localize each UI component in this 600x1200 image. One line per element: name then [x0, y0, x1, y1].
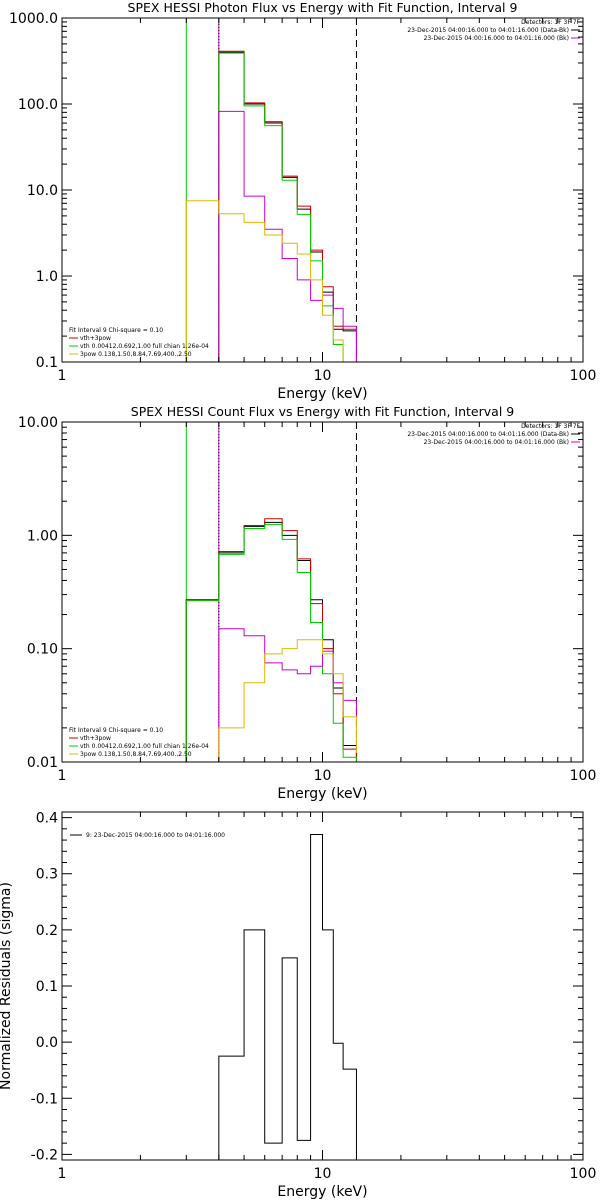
series-5-line	[218, 639, 357, 762]
y-tick-label: 0.0	[36, 1035, 58, 1051]
series-1-line	[218, 51, 357, 362]
series-2-line	[185, 518, 357, 762]
x-tick-label: 100	[570, 768, 597, 784]
y-tick-label: 0.1	[36, 979, 58, 995]
chart-title: SPEX HESSI Photon Flux vs Energy with Fi…	[128, 0, 518, 15]
x-tick-label: 100	[570, 368, 597, 384]
legend-entry: 9: 23-Dec-2015 04:00:16.000 to 04:01:16.…	[86, 832, 225, 839]
series-group	[185, 50, 357, 362]
legend-bottom-entry: vth+3pow	[80, 735, 111, 742]
legend-bottom-entry: Fit Interval 9 Chi-square = 0.10	[69, 727, 163, 734]
y-tick-label: 0.10	[27, 642, 58, 658]
y-tick-label: 1.0	[36, 269, 58, 285]
x-tick-label: 1	[58, 1166, 67, 1182]
x-axis-label: Energy (keV)	[277, 386, 367, 402]
x-tick-label: 1	[58, 768, 67, 784]
legend-top-entry: 23-Dec-2015 04:00:16.000 to 04:01:16.000…	[424, 35, 569, 42]
x-axis-label: Energy (keV)	[277, 1184, 367, 1200]
series-4-line	[218, 110, 357, 362]
x-tick-label: 1	[58, 368, 67, 384]
y-tick-label: 0.1	[36, 355, 58, 371]
y-tick-label: 0.3	[36, 867, 58, 883]
y-tick-label: 1.00	[27, 528, 58, 544]
legend-bottom-entry: Fit Interval 9 Chi-square = 0.10	[69, 327, 163, 334]
panel-2: SPEX HESSI Count Flux vs Energy with Fit…	[18, 404, 596, 802]
y-tick-label: -0.2	[31, 1147, 58, 1163]
legend-bottom-entry: 3pow 0.138,1.50,8.84,7.69,400.,2.50	[80, 751, 192, 758]
series-group	[185, 518, 357, 762]
y-tick-label: 0.01	[27, 755, 58, 771]
y-tick-label: 10.0	[27, 183, 58, 199]
y-tick-label: 1000.0	[9, 11, 58, 27]
y-tick-label: 10.00	[18, 415, 58, 431]
legend-top-entry: Detectors: 1F 3F 7F	[521, 423, 580, 430]
legend-top-entry: 23-Dec-2015 04:00:16.000 to 04:01:16.000…	[407, 431, 569, 438]
y-tick-label: 0.2	[36, 923, 58, 939]
legend-bottom-entry: vth 0.00412,0.692,1.00 full chian 1.26e-…	[80, 743, 209, 750]
y-axis-label: Normalized Residuals (sigma)	[0, 882, 14, 1090]
series-3-line	[185, 523, 357, 762]
legend-top-entry: Detectors: 1F 3F 7F	[521, 19, 580, 26]
legend-bottom-entry: 3pow 0.138,1.50,8.84,7.69,400.,2.50	[80, 351, 192, 358]
x-tick-label: 100	[570, 1166, 597, 1182]
legend-bottom-entry: vth+3pow	[80, 335, 111, 342]
series-1-line	[185, 521, 357, 762]
x-axis-label: Energy (keV)	[277, 786, 367, 802]
y-tick-label: 100.0	[18, 97, 58, 113]
x-tick-label: 10	[314, 368, 332, 384]
series-5-line	[185, 200, 357, 362]
series-group	[218, 833, 357, 1160]
legend-bottom-entry: vth 0.00412,0.692,1.00 full chian 1.26e-…	[80, 343, 209, 350]
y-tick-label: -0.1	[31, 1091, 58, 1107]
x-tick-label: 10	[314, 1166, 332, 1182]
plot-frame	[61, 421, 584, 763]
chart-title: SPEX HESSI Count Flux vs Energy with Fit…	[131, 404, 514, 419]
legend-top-entry: 23-Dec-2015 04:00:16.000 to 04:01:16.000…	[424, 439, 569, 446]
series-3-line	[185, 52, 344, 362]
panel-1: SPEX HESSI Photon Flux vs Energy with Fi…	[9, 0, 596, 402]
series-1-line	[218, 833, 357, 1160]
series-4-line	[218, 628, 357, 762]
panel-3: 1 10 100 Energy (keV) -0.2 -0.1 0.0 0.1 0.2 0.3 0.…	[0, 811, 596, 1200]
x-tick-label: 10	[314, 768, 332, 784]
legend-top-entry: 23-Dec-2015 04:00:16.000 to 04:01:16.000…	[407, 27, 569, 34]
series-2-line	[218, 50, 357, 362]
y-tick-label: 0.4	[36, 811, 58, 827]
